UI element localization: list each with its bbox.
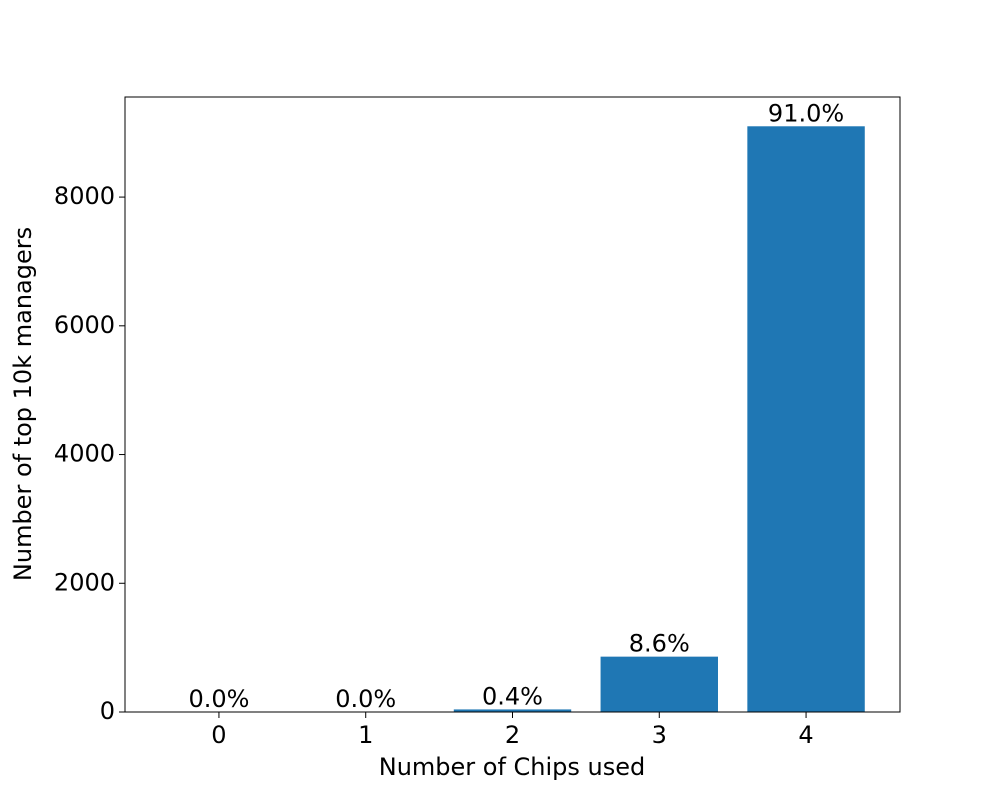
y-tick-label: 0 xyxy=(100,697,115,725)
x-tick-label: 1 xyxy=(358,721,373,749)
y-tick-label: 6000 xyxy=(54,311,115,339)
x-tick-label: 0 xyxy=(211,721,226,749)
x-tick-label: 2 xyxy=(505,721,520,749)
value-label: 91.0% xyxy=(768,99,844,127)
value-label: 8.6% xyxy=(629,630,690,658)
y-tick-label: 8000 xyxy=(54,182,115,210)
y-axis-label: Number of top 10k managers xyxy=(9,227,37,581)
value-label: 0.0% xyxy=(188,685,249,713)
value-label: 0.0% xyxy=(335,685,396,713)
plot-frame xyxy=(124,96,901,713)
x-axis-label: Number of Chips used xyxy=(379,753,646,781)
value-label: 0.4% xyxy=(482,682,543,710)
x-tick-label: 3 xyxy=(652,721,667,749)
bar xyxy=(600,656,718,712)
y-tick-label: 4000 xyxy=(54,440,115,468)
bar xyxy=(747,126,865,713)
x-tick-label: 4 xyxy=(798,721,813,749)
y-tick-label: 2000 xyxy=(54,568,115,596)
bar xyxy=(453,709,572,712)
